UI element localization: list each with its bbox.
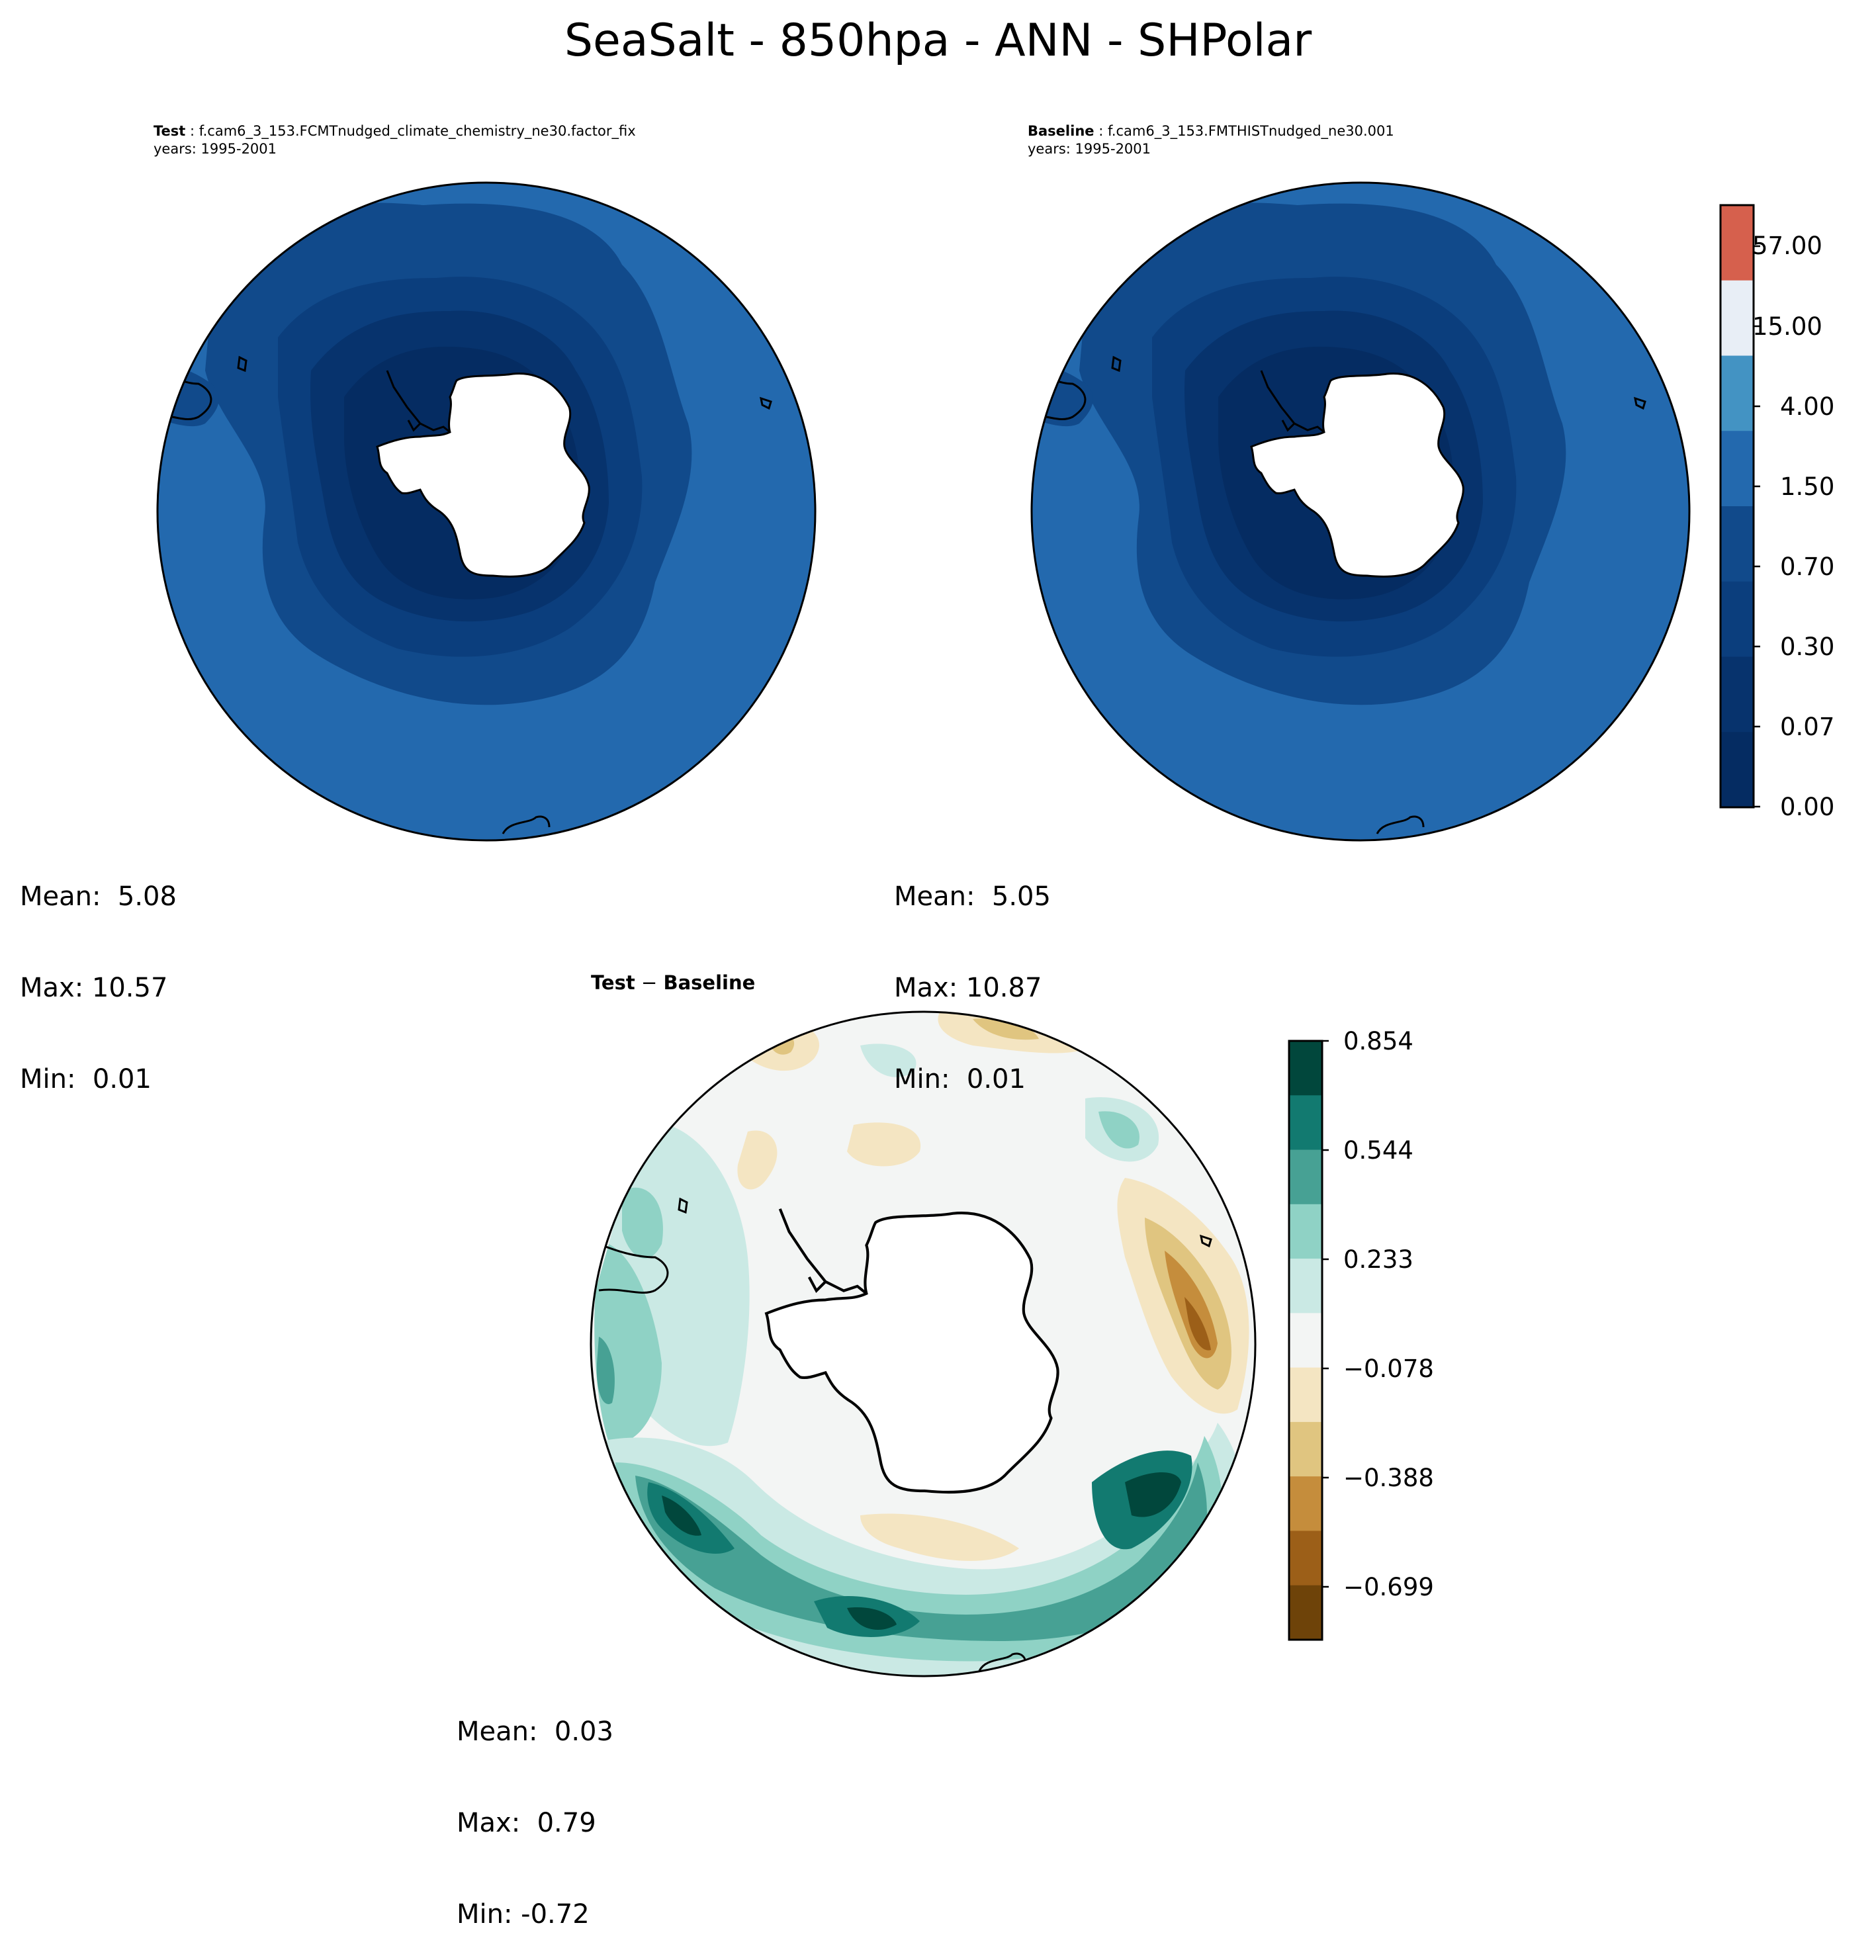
baseline-stat-max: Max: 10.87 (894, 973, 1042, 1003)
test-map (156, 181, 817, 842)
diff-stat-max: Max: 0.79 (457, 1808, 596, 1838)
diff-tick-label: 0.854 (1343, 1027, 1413, 1055)
diff-tick-label: 0.233 (1343, 1245, 1413, 1274)
test-stat-mean: Mean: 5.08 (20, 881, 177, 912)
diff-colorbar-frame (1288, 1040, 1323, 1641)
baseline-case-name: f.cam6_3_153.FMTHISTnudged_ne30.001 (1107, 123, 1394, 139)
maps-canvas (156, 181, 1760, 1677)
test-label: Test (154, 123, 186, 139)
diff-colorbar-segment (1289, 1095, 1322, 1151)
field-colorbar-segment (1720, 280, 1754, 357)
diff-title-right: Baseline (663, 971, 756, 994)
field-colorbar (1719, 204, 1760, 809)
diff-colorbar-segment (1289, 1476, 1322, 1532)
diff-colorbar-segment (1289, 1531, 1322, 1586)
field-tick-label: 15.00 (1752, 312, 1822, 341)
field-tick-label: 0.00 (1780, 793, 1835, 821)
diff-colorbar-segment (1289, 1421, 1322, 1477)
diff-tick-label: −0.388 (1343, 1464, 1434, 1492)
diff-colorbar-segment (1289, 1313, 1322, 1368)
diff-tick-label: −0.078 (1343, 1355, 1434, 1383)
diff-colorbar-segment (1289, 1585, 1322, 1640)
diff-stat-min: Min: -0.72 (457, 1899, 590, 1930)
field-colorbar-segment (1720, 581, 1754, 658)
baseline-map (1030, 181, 1691, 842)
diff-stat-mean: Mean: 0.03 (457, 1716, 613, 1747)
test-case-name: f.cam6_3_153.FCMTnudged_climate_chemistr… (199, 123, 636, 139)
diff-title-left: Test (591, 971, 635, 994)
test-stats: Mean: 5.08 Max: 10.57 Min: 0.01 (20, 821, 177, 1125)
field-tick-label: 1.50 (1780, 472, 1835, 501)
baseline-stat-mean: Mean: 5.05 (894, 881, 1051, 912)
diff-title-op: − (635, 971, 664, 994)
field-colorbar-segment (1720, 205, 1754, 281)
diff-tick-label: 0.544 (1343, 1136, 1413, 1165)
baseline-years: years: 1995-2001 (1028, 141, 1151, 157)
field-tick-label: 0.30 (1780, 633, 1835, 661)
diff-colorbar-segment (1289, 1367, 1322, 1423)
diff-tick-label: −0.699 (1343, 1573, 1434, 1601)
test-case-label: Test : f.cam6_3_153.FCMTnudged_climate_c… (154, 123, 636, 157)
diff-colorbar-segment (1289, 1204, 1322, 1259)
field-colorbar-segment (1720, 431, 1754, 507)
field-colorbar-frame (1719, 204, 1755, 809)
test-stat-max: Max: 10.57 (20, 973, 168, 1003)
baseline-case-label: Baseline : f.cam6_3_153.FMTHISTnudged_ne… (1028, 123, 1394, 157)
baseline-label: Baseline (1028, 123, 1094, 139)
baseline-stat-min: Min: 0.01 (894, 1064, 1026, 1094)
diff-colorbar-segment (1289, 1149, 1322, 1205)
field-colorbar-segment (1720, 355, 1754, 431)
field-colorbar-segment (1720, 656, 1754, 733)
diff-colorbar (1288, 1040, 1329, 1641)
figure-title: SeaSalt - 850hpa - ANN - SHPolar (564, 15, 1312, 67)
field-tick-label: 4.00 (1780, 392, 1835, 421)
test-stat-min: Min: 0.01 (20, 1064, 152, 1094)
field-colorbar-segment (1720, 506, 1754, 582)
diff-stats: Mean: 0.03 Max: 0.79 Min: -0.72 (457, 1656, 613, 1960)
field-tick-label: 0.07 (1780, 713, 1835, 741)
diff-map (590, 1010, 1257, 1677)
field-tick-label: 57.00 (1752, 232, 1822, 260)
test-years: years: 1995-2001 (154, 141, 277, 157)
diff-colorbar-segment (1289, 1259, 1322, 1314)
field-colorbar-segment (1720, 732, 1754, 808)
diff-panel-title: Test − Baseline (591, 971, 755, 994)
diff-colorbar-segment (1289, 1041, 1322, 1096)
field-tick-label: 0.70 (1780, 553, 1835, 581)
baseline-stats: Mean: 5.05 Max: 10.87 Min: 0.01 (894, 821, 1051, 1125)
